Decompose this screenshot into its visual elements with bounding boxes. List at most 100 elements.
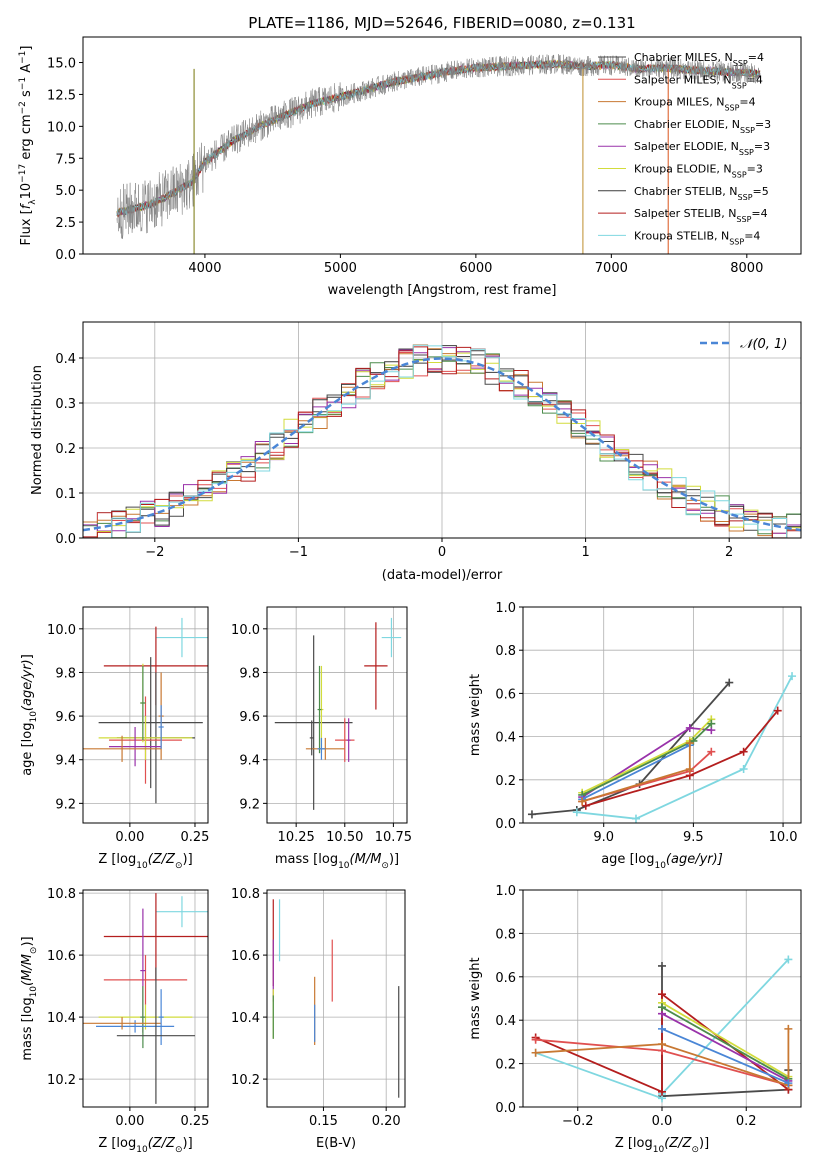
y-tick-label: 9.4 xyxy=(239,754,260,769)
weight-line xyxy=(661,966,790,1098)
z-age-axes-xlabel: Z [log10(Z/Z⊙)] xyxy=(98,852,192,871)
plus-marker xyxy=(739,765,748,773)
plot-area xyxy=(527,672,797,823)
error-bar-point xyxy=(109,727,162,767)
legend-label: Kroupa MILES, NSSP=4 xyxy=(634,96,756,113)
weight-series xyxy=(578,719,716,799)
mass-age-axes-xlabel: mass [log10(M/M⊙)] xyxy=(275,852,399,871)
plot-area xyxy=(531,955,793,1103)
error-bar-point xyxy=(381,617,402,658)
error-bar-point xyxy=(155,896,208,928)
plus-marker xyxy=(685,739,694,748)
plus-marker xyxy=(784,955,793,964)
y-tick-label: 0.0 xyxy=(495,1101,516,1116)
legend-label: Chabrier MILES, NSSP=4 xyxy=(634,51,764,68)
x-tick-label: 0.25 xyxy=(181,1114,210,1129)
plus-marker xyxy=(531,1048,540,1057)
y-tick-label: 10.2 xyxy=(231,1073,260,1088)
x-tick-label: 10.75 xyxy=(375,830,412,845)
weight-line xyxy=(661,1012,789,1082)
x-tick-label: 5000 xyxy=(324,261,357,276)
plot-area xyxy=(83,344,801,538)
y-tick-label: 0.4 xyxy=(495,1014,516,1029)
y-tick-label: 12.5 xyxy=(47,88,76,103)
y-tick-label: 9.6 xyxy=(239,710,260,725)
x-tick-label: 6000 xyxy=(459,261,492,276)
z-weight-axes-ylabel: mass weight xyxy=(468,957,483,1039)
y-tick-label: 0.2 xyxy=(495,774,516,789)
y-tick-label: 10.6 xyxy=(47,949,76,964)
y-tick-label: 9.2 xyxy=(239,797,260,812)
weight-line xyxy=(531,682,730,816)
y-tick-label: 0.4 xyxy=(495,731,516,746)
spectrum-ylabel: Flux [fλ10−17 erg cm−2 s−1 A−1] xyxy=(18,46,38,246)
plus-marker xyxy=(527,810,536,819)
plot-area xyxy=(274,617,402,810)
y-tick-label: 9.2 xyxy=(55,797,76,812)
axes-frame xyxy=(82,36,802,255)
error-bar-point xyxy=(140,986,146,1049)
weight-line xyxy=(661,1028,789,1084)
z-weight-axes-xlabel: Z [log10(Z/Z⊙)] xyxy=(615,1136,709,1155)
z-age-axes-ylabel: age [log10(age/yr)] xyxy=(20,654,39,776)
error-bar-point xyxy=(274,635,353,810)
age-weight-axes: 9.0 9.5 10.0 0.0 0.2 0.4 0.6 0.8 1.0 age [log10(a… xyxy=(468,601,802,871)
x-tick-label: −2 xyxy=(145,545,164,560)
z-mass-axes-xlabel: Z [log10(Z/Z⊙)] xyxy=(98,1136,192,1155)
x-tick-label: 0 xyxy=(438,545,446,560)
error-bar-point xyxy=(98,716,193,760)
y-tick-label: 0.8 xyxy=(495,927,516,942)
x-tick-label: 9.0 xyxy=(593,830,614,845)
error-bar-point xyxy=(346,718,351,762)
x-tick-label: 2 xyxy=(725,545,733,560)
plus-marker xyxy=(685,723,694,732)
weight-series xyxy=(527,678,734,819)
y-tick-label: 0.4 xyxy=(55,352,76,367)
plus-marker xyxy=(572,808,581,817)
y-tick-label: 0.0 xyxy=(55,248,76,263)
spectrum-axes: 4000 5000 6000 7000 8000 0.0 2.5 5.0 7.5 10.0 12.5… xyxy=(18,14,802,298)
y-tick-label: 9.8 xyxy=(239,666,260,681)
age-weight-axes-ylabel: mass weight xyxy=(468,674,483,756)
legend-label: Chabrier ELODIE, NSSP=3 xyxy=(634,118,771,134)
legend-label: Kroupa ELODIE, NSSP=3 xyxy=(634,163,763,180)
spectrum-title: PLATE=1186, MJD=52646, FIBERID=0080, z=0… xyxy=(248,14,635,32)
residual-xlabel: (data-model)/error xyxy=(382,568,503,583)
error-bar-point xyxy=(83,1017,162,1030)
error-bar-point xyxy=(96,1020,175,1033)
residual-axes: −2 −1 0 1 2 0.0 0.1 0.2 0.3 0.4 (data-model)/error… xyxy=(30,321,802,583)
legend-label: Salpeter ELODIE, NSSP=3 xyxy=(634,140,770,157)
z-weight-axes: −0.2 0.0 0.2 0.0 0.2 0.4 0.6 0.8 1.0 Z [log10(Z/Z… xyxy=(468,884,802,1155)
y-tick-label: 10.8 xyxy=(47,887,76,902)
x-tick-label: 7000 xyxy=(595,261,628,276)
weight-line xyxy=(661,1006,789,1080)
gaussian-legend-label: 𝒩(0, 1) xyxy=(740,337,787,352)
legend-label: Salpeter STELIB, NSSP=4 xyxy=(634,207,768,224)
y-tick-label: 10.4 xyxy=(47,1011,76,1026)
x-tick-label: 4000 xyxy=(188,261,221,276)
plot-area xyxy=(83,893,208,1104)
y-tick-label: 0.6 xyxy=(495,687,516,702)
plus-marker xyxy=(531,1035,540,1044)
axes-frame xyxy=(522,606,802,824)
axes-frame xyxy=(266,889,406,1108)
data-spectrum xyxy=(116,54,761,240)
y-tick-label: 15.0 xyxy=(47,57,76,72)
error-bar-point xyxy=(98,657,203,789)
y-tick-label: 10.0 xyxy=(47,120,76,135)
y-tick-label: 0.2 xyxy=(55,442,76,457)
plot-area xyxy=(83,617,208,804)
y-tick-label: 1.0 xyxy=(495,601,516,616)
error-bar-point xyxy=(83,735,162,762)
plus-marker xyxy=(707,719,716,728)
plus-marker xyxy=(631,814,640,823)
weight-series xyxy=(658,1024,793,1088)
plus-marker xyxy=(658,961,666,970)
axes-frame xyxy=(266,606,408,824)
axes-frame xyxy=(82,606,209,824)
plot-area xyxy=(116,54,761,254)
weight-line xyxy=(661,1002,789,1078)
y-tick-label: 10.6 xyxy=(231,949,260,964)
y-tick-label: 10.0 xyxy=(231,623,260,638)
y-tick-label: 9.6 xyxy=(55,710,76,725)
